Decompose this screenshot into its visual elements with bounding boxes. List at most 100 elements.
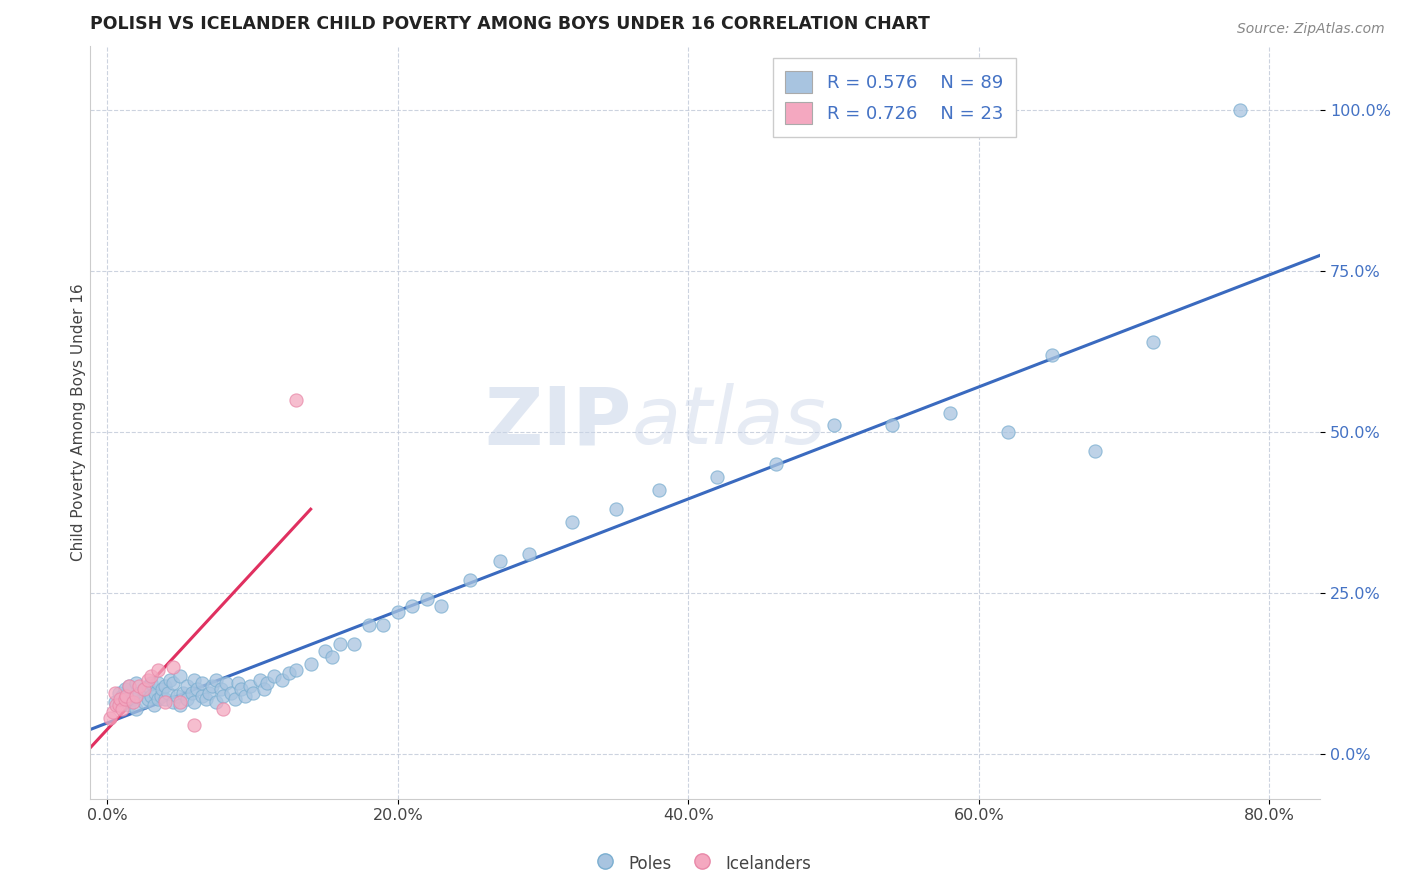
Point	[98, 711, 121, 725]
Point	[157, 685, 180, 699]
Point	[219, 685, 242, 699]
Point	[343, 637, 366, 651]
Point	[150, 689, 173, 703]
Point	[139, 689, 162, 703]
Point	[176, 679, 198, 693]
Point	[224, 692, 246, 706]
Point	[285, 663, 308, 677]
Point	[229, 682, 252, 697]
Point	[183, 717, 205, 731]
Point	[263, 669, 285, 683]
Point	[128, 685, 150, 699]
Point	[108, 698, 131, 713]
Point	[169, 669, 191, 683]
Point	[239, 679, 262, 693]
Point	[1040, 348, 1063, 362]
Point	[155, 679, 177, 693]
Text: atlas: atlas	[631, 384, 825, 461]
Point	[105, 698, 128, 713]
Point	[166, 689, 188, 703]
Point	[118, 679, 141, 693]
Point	[190, 689, 212, 703]
Point	[205, 695, 228, 709]
Point	[122, 692, 145, 706]
Point	[233, 689, 256, 703]
Point	[108, 685, 131, 699]
Point	[103, 695, 125, 709]
Point	[270, 673, 292, 687]
Point	[205, 673, 228, 687]
Point	[139, 669, 162, 683]
Point	[1142, 334, 1164, 349]
Point	[253, 682, 276, 697]
Point	[517, 547, 540, 561]
Legend: R = 0.576    N = 89, R = 0.726    N = 23: R = 0.576 N = 89, R = 0.726 N = 23	[773, 59, 1017, 136]
Point	[299, 657, 322, 671]
Y-axis label: Child Poverty Among Boys Under 16: Child Poverty Among Boys Under 16	[72, 284, 86, 561]
Point	[180, 685, 202, 699]
Point	[114, 682, 136, 697]
Point	[125, 701, 148, 715]
Point	[561, 515, 583, 529]
Point	[373, 618, 395, 632]
Text: POLISH VS ICELANDER CHILD POVERTY AMONG BOYS UNDER 16 CORRELATION CHART: POLISH VS ICELANDER CHILD POVERTY AMONG …	[90, 15, 929, 33]
Point	[155, 692, 177, 706]
Point	[226, 676, 249, 690]
Point	[128, 679, 150, 693]
Point	[136, 679, 159, 693]
Point	[488, 553, 510, 567]
Point	[139, 676, 162, 690]
Point	[765, 457, 787, 471]
Point	[256, 676, 278, 690]
Point	[195, 692, 218, 706]
Point	[111, 701, 134, 715]
Point	[146, 692, 169, 706]
Point	[132, 682, 155, 697]
Point	[169, 695, 191, 709]
Point	[162, 676, 184, 690]
Point	[132, 695, 155, 709]
Point	[215, 676, 238, 690]
Point	[416, 592, 439, 607]
Point	[823, 418, 845, 433]
Point	[1229, 103, 1251, 117]
Point	[162, 660, 184, 674]
Point	[143, 685, 166, 699]
Point	[460, 573, 482, 587]
Point	[706, 470, 728, 484]
Point	[880, 418, 903, 433]
Point	[169, 698, 191, 713]
Point	[430, 599, 453, 613]
Point	[212, 689, 235, 703]
Point	[155, 695, 177, 709]
Point	[122, 695, 145, 709]
Point	[285, 392, 308, 407]
Point	[186, 682, 208, 697]
Point	[329, 637, 352, 651]
Point	[162, 695, 184, 709]
Point	[125, 676, 148, 690]
Point	[321, 650, 343, 665]
Point	[212, 701, 235, 715]
Point	[114, 692, 136, 706]
Point	[648, 483, 671, 497]
Point	[314, 644, 336, 658]
Point	[152, 682, 174, 697]
Point	[183, 673, 205, 687]
Point	[190, 676, 212, 690]
Point	[176, 692, 198, 706]
Point	[198, 685, 221, 699]
Point	[101, 705, 124, 719]
Point	[146, 676, 169, 690]
Point	[387, 605, 409, 619]
Point	[125, 689, 148, 703]
Point	[997, 425, 1019, 439]
Point	[111, 689, 134, 703]
Point	[146, 663, 169, 677]
Point	[249, 673, 271, 687]
Point	[277, 666, 299, 681]
Point	[939, 406, 962, 420]
Point	[132, 682, 155, 697]
Point	[159, 673, 181, 687]
Point	[1084, 444, 1107, 458]
